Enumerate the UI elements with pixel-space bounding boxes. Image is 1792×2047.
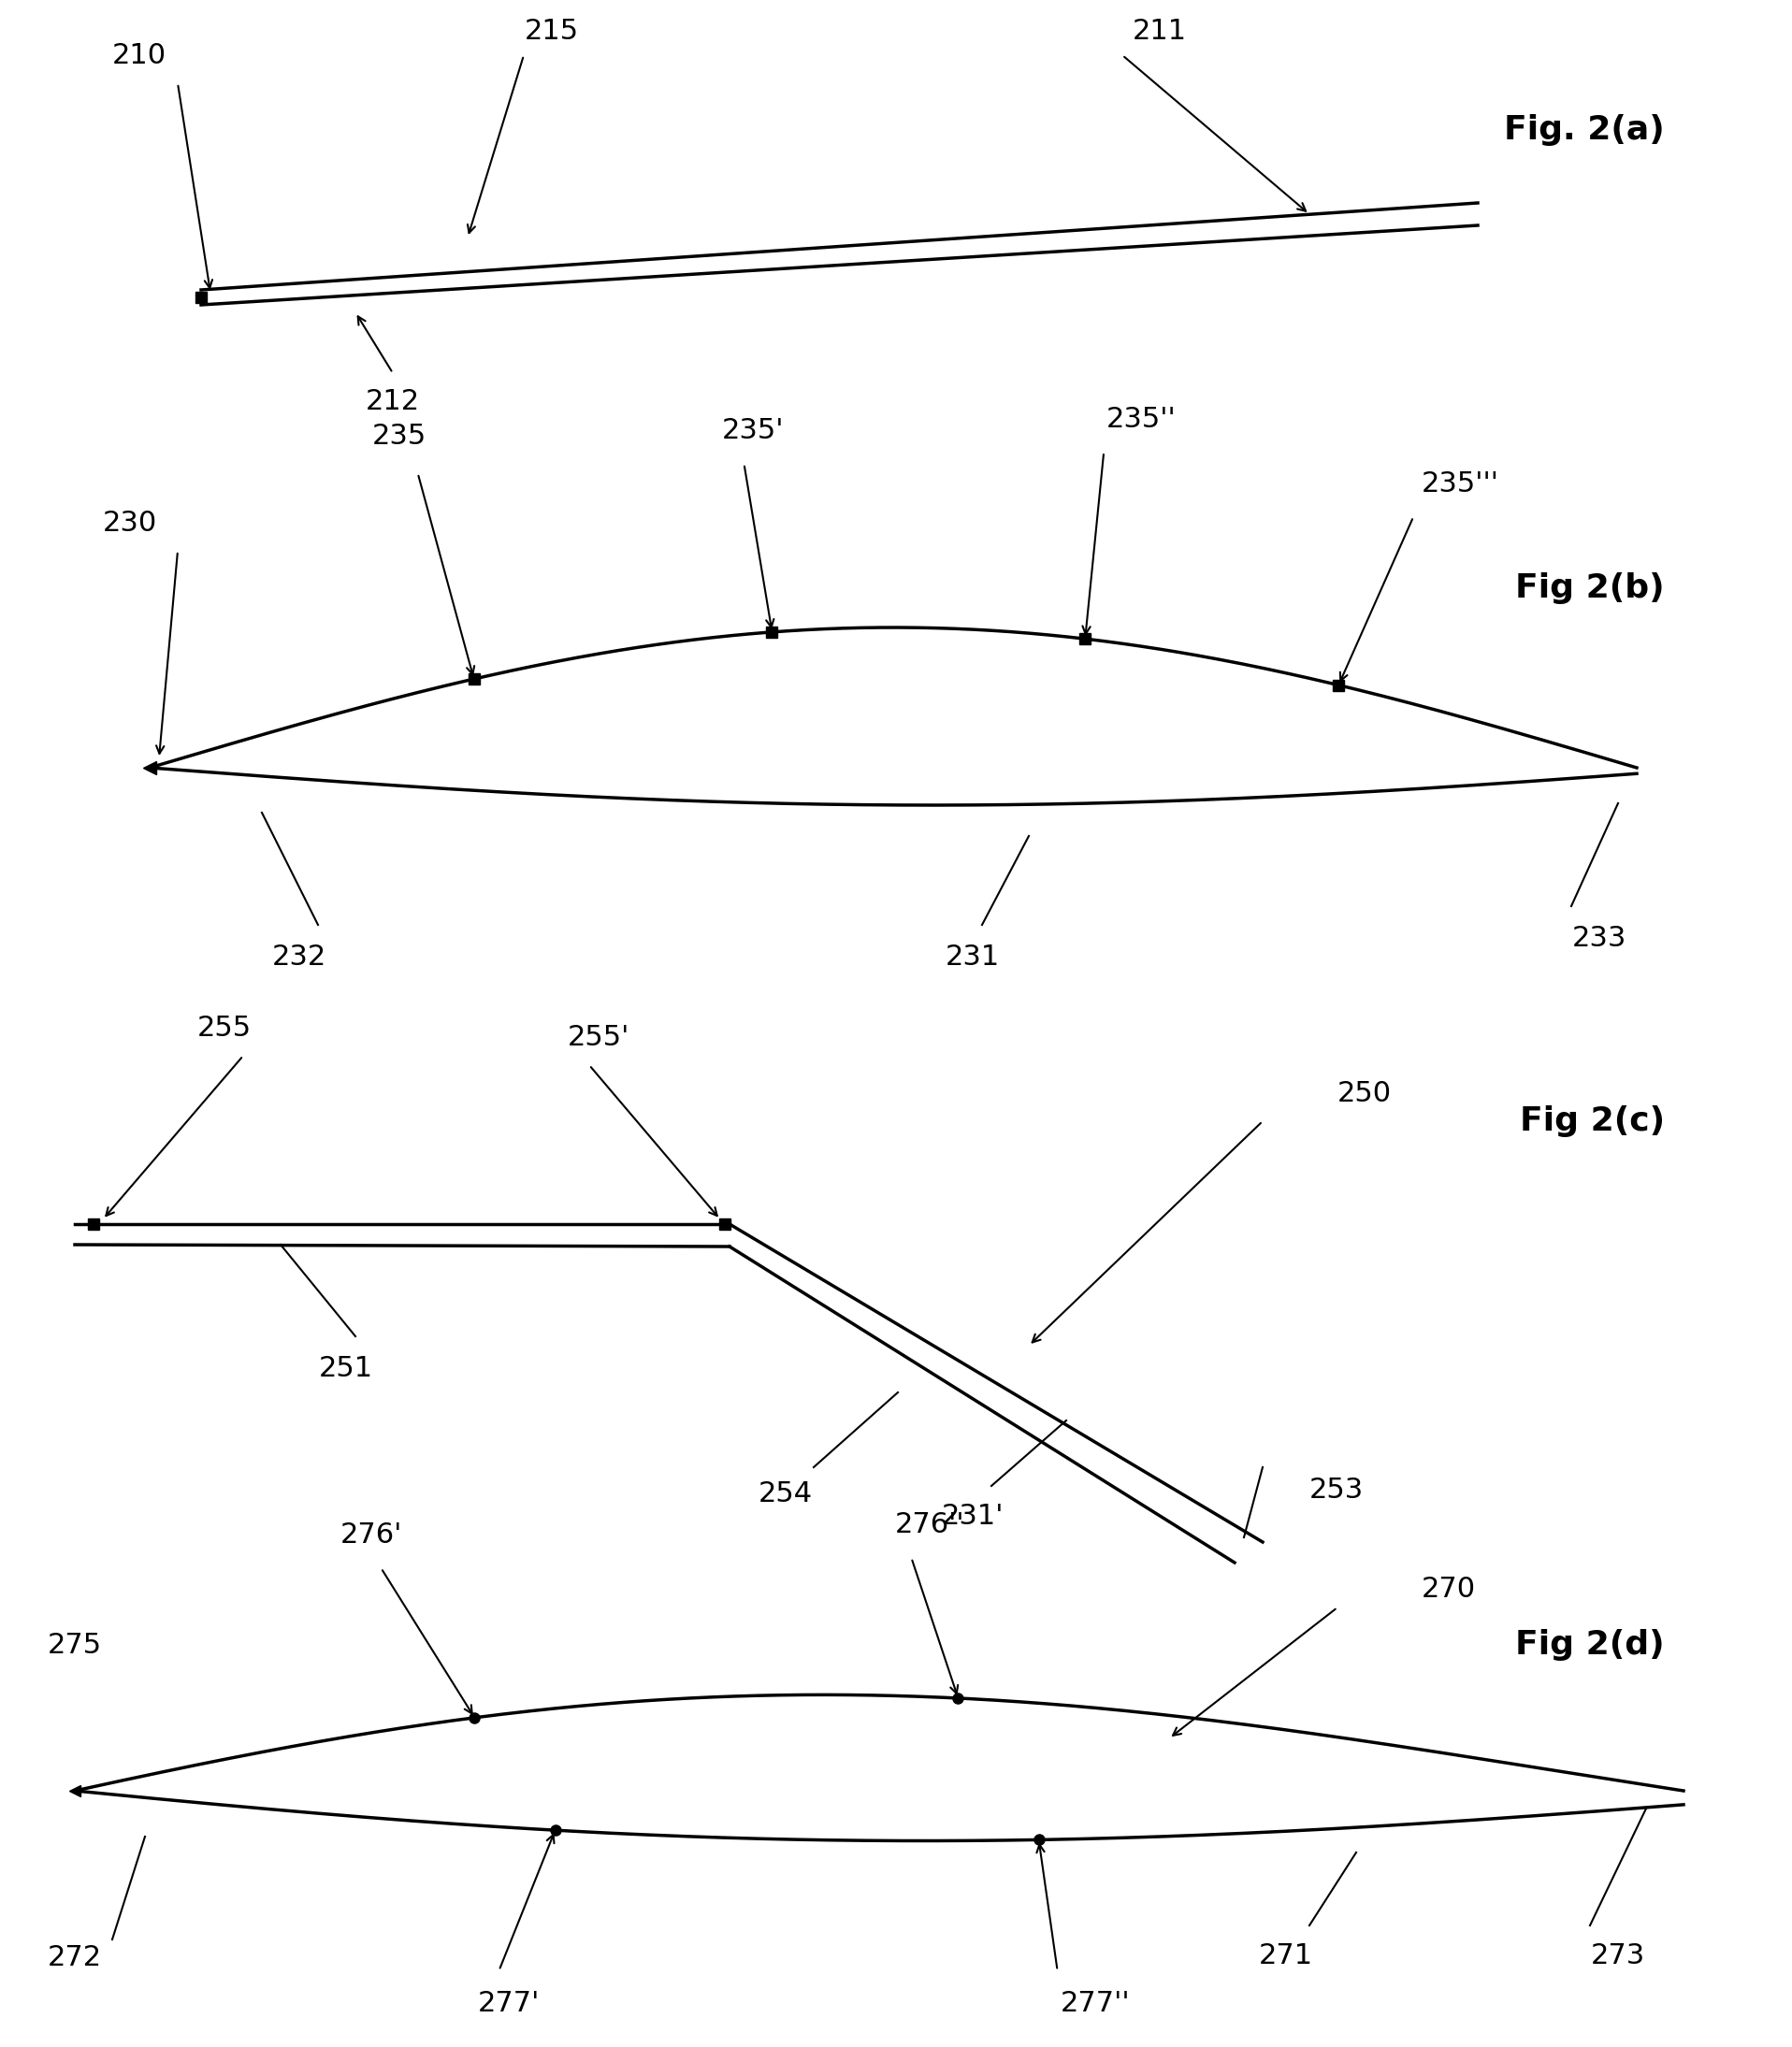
Text: 271: 271 bbox=[1258, 1943, 1314, 1969]
Text: 255': 255' bbox=[568, 1024, 629, 1050]
Text: 275: 275 bbox=[48, 1631, 102, 1658]
Text: Fig 2(c): Fig 2(c) bbox=[1520, 1105, 1665, 1138]
Text: 255: 255 bbox=[197, 1013, 251, 1042]
Text: 211: 211 bbox=[1133, 18, 1186, 45]
Text: 231: 231 bbox=[946, 944, 1000, 970]
Text: 231': 231' bbox=[941, 1502, 1004, 1529]
Text: 254: 254 bbox=[758, 1480, 814, 1507]
Text: 277'': 277'' bbox=[1059, 1990, 1129, 2016]
Text: 215: 215 bbox=[525, 18, 579, 45]
Text: Fig. 2(a): Fig. 2(a) bbox=[1503, 115, 1665, 145]
Text: 235''': 235''' bbox=[1421, 471, 1498, 497]
Text: Fig 2(b): Fig 2(b) bbox=[1516, 573, 1665, 604]
Text: 251: 251 bbox=[319, 1355, 373, 1382]
Text: 273: 273 bbox=[1591, 1943, 1645, 1969]
Text: 235': 235' bbox=[722, 418, 785, 444]
Text: Fig 2(d): Fig 2(d) bbox=[1516, 1629, 1665, 1660]
Text: 212: 212 bbox=[366, 387, 419, 416]
Text: 233: 233 bbox=[1572, 925, 1627, 952]
Text: 253: 253 bbox=[1310, 1478, 1364, 1505]
Text: 277': 277' bbox=[477, 1990, 539, 2016]
Text: 232: 232 bbox=[272, 944, 326, 970]
Text: 210: 210 bbox=[113, 41, 167, 70]
Text: 230: 230 bbox=[102, 510, 158, 536]
Text: 250: 250 bbox=[1337, 1079, 1392, 1107]
Text: 235'': 235'' bbox=[1106, 405, 1176, 432]
Text: 235: 235 bbox=[371, 422, 426, 450]
Text: 272: 272 bbox=[48, 1945, 102, 1971]
Text: 276'': 276'' bbox=[896, 1511, 964, 1539]
Text: 276': 276' bbox=[340, 1521, 403, 1550]
Text: 270: 270 bbox=[1421, 1576, 1477, 1603]
